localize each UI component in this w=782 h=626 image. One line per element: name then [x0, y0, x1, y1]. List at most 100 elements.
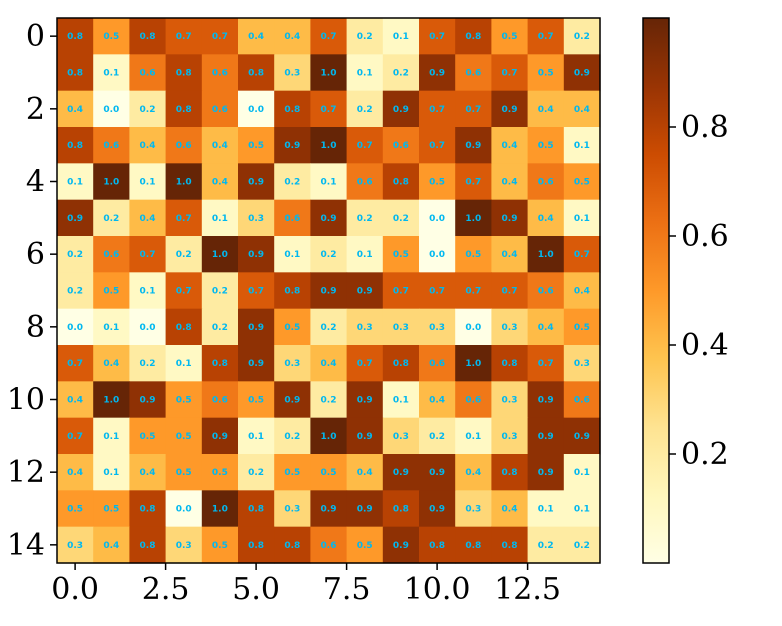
heatmap-cell-r2-c7: [310, 90, 348, 128]
heatmap-cell-r13-c13: [527, 490, 565, 528]
cell-value-label-r11-c3: 0.5: [176, 432, 192, 442]
heatmap-cell-r5-c6: [274, 199, 311, 237]
cell-value-label-r5-c3: 0.7: [176, 214, 192, 224]
heatmap-cell-r13-c4: [201, 490, 239, 528]
cell-value-label-r12-c12: 0.8: [502, 468, 518, 478]
heatmap-cell-r4-c13: [527, 163, 565, 201]
cell-value-label-r8-c9: 0.3: [393, 323, 409, 333]
heatmap-cell-r5-c7: [310, 199, 348, 237]
cell-value-label-r12-c6: 0.5: [284, 468, 300, 478]
cell-value-label-r9-c10: 0.6: [429, 359, 445, 369]
cell-value-label-r8-c13: 0.4: [538, 323, 554, 333]
heatmap-cell-r10-c11: [455, 381, 492, 419]
heatmap-cell-r14-c0: [57, 526, 94, 564]
cell-value-label-r5-c10: 0.0: [429, 214, 445, 224]
heatmap-cell-r14-c1: [93, 526, 130, 564]
cell-value-label-r3-c11: 0.9: [465, 141, 481, 151]
heatmap-cell-r6-c3: [165, 236, 203, 273]
heatmap-cell-r6-c12: [491, 236, 529, 273]
heatmap-cell-r14-c14: [563, 526, 601, 564]
cell-value-label-r6-c3: 0.2: [176, 250, 192, 260]
cell-value-label-r6-c10: 0.0: [429, 250, 445, 260]
heatmap-cell-r11-c4: [201, 417, 239, 455]
heatmap-cell-r13-c1: [93, 490, 130, 528]
heatmap-cell-r9-c1: [93, 345, 130, 382]
cell-value-label-r0-c9: 0.1: [393, 32, 409, 42]
cell-value-label-r7-c10: 0.7: [429, 287, 445, 297]
cell-value-label-r2-c12: 0.9: [502, 105, 518, 115]
heatmap-cell-r14-c4: [201, 526, 239, 564]
cell-value-label-r6-c0: 0.2: [67, 250, 83, 260]
cell-value-label-r5-c0: 0.9: [67, 214, 83, 224]
heatmap-cell-r6-c7: [310, 236, 348, 273]
y-tick-label-4: 8: [26, 310, 45, 345]
cell-value-label-r1-c11: 0.6: [465, 69, 481, 79]
cell-value-label-r9-c12: 0.8: [502, 359, 518, 369]
heatmap-cell-r5-c10: [419, 199, 456, 237]
cell-value-label-r7-c14: 0.4: [574, 287, 590, 297]
cell-value-label-r12-c2: 0.4: [140, 468, 156, 478]
heatmap-cell-r11-c3: [165, 417, 203, 455]
heatmap-cell-r4-c5: [238, 163, 275, 201]
cell-value-label-r9-c5: 0.9: [248, 359, 264, 369]
cell-value-label-r13-c14: 0.1: [574, 505, 590, 515]
heatmap-cell-r6-c9: [382, 236, 420, 273]
cell-value-label-r12-c9: 0.9: [393, 468, 409, 478]
heatmap-cell-r2-c1: [93, 90, 130, 128]
cell-value-label-r2-c9: 0.9: [393, 105, 409, 115]
cell-value-label-r13-c10: 0.9: [429, 505, 445, 515]
cell-value-label-r4-c6: 0.2: [284, 178, 300, 188]
x-tick-label-4: 10.0: [404, 572, 471, 607]
cell-value-label-r13-c6: 0.3: [284, 505, 300, 515]
y-tick-label-0: 0: [26, 19, 45, 54]
heatmap-cell-r4-c14: [563, 163, 601, 201]
heatmap-cell-r0-c0: [57, 18, 94, 55]
cell-value-label-r9-c8: 0.7: [357, 359, 373, 369]
cell-value-label-r2-c1: 0.0: [103, 105, 119, 115]
heatmap-cell-r6-c14: [563, 236, 601, 273]
heatmap-cell-r1-c9: [382, 54, 420, 92]
heatmap-cell-r7-c4: [201, 272, 239, 310]
cell-value-label-r13-c1: 0.5: [103, 505, 119, 515]
cell-value-label-r5-c8: 0.2: [357, 214, 373, 224]
cell-value-label-r7-c13: 0.6: [538, 287, 554, 297]
cell-value-label-r7-c0: 0.2: [67, 287, 83, 297]
cell-value-label-r12-c1: 0.1: [103, 468, 119, 478]
heatmap-cell-r7-c13: [527, 272, 565, 310]
cell-value-label-r12-c14: 0.1: [574, 468, 590, 478]
heatmap-cell-r7-c8: [346, 272, 384, 310]
cell-value-label-r14-c11: 0.8: [465, 541, 481, 551]
heatmap-cell-r12-c2: [129, 454, 167, 491]
heatmap-cell-r10-c6: [274, 381, 311, 419]
heatmap-cell-r2-c9: [382, 90, 420, 128]
heatmap-cell-r9-c11: [455, 345, 492, 382]
cell-value-label-r0-c3: 0.7: [176, 32, 192, 42]
heatmap-cell-r4-c8: [346, 163, 384, 201]
heatmap-cell-r9-c14: [563, 345, 601, 382]
heatmap-cell-r0-c8: [346, 18, 384, 55]
heatmap-cell-r14-c12: [491, 526, 529, 564]
cell-value-label-r13-c0: 0.5: [67, 505, 83, 515]
cell-value-label-r12-c7: 0.5: [321, 468, 337, 478]
heatmap-cell-r4-c4: [201, 163, 239, 201]
heatmap-cell-r11-c7: [310, 417, 348, 455]
cell-value-label-r5-c6: 0.6: [284, 214, 300, 224]
heatmap-cell-r5-c4: [201, 199, 239, 237]
heatmap-cell-r11-c8: [346, 417, 384, 455]
cell-value-label-r4-c8: 0.6: [357, 178, 373, 188]
heatmap-cell-r12-c1: [93, 454, 130, 491]
heatmap-cell-r4-c1: [93, 163, 130, 201]
heatmap-cell-r13-c2: [129, 490, 167, 528]
heatmap-cell-r5-c3: [165, 199, 203, 237]
cell-value-label-r7-c7: 0.9: [321, 287, 337, 297]
cell-value-label-r8-c7: 0.2: [321, 323, 337, 333]
cell-value-label-r0-c12: 0.5: [502, 32, 518, 42]
cell-value-label-r11-c9: 0.3: [393, 432, 409, 442]
cell-value-label-r5-c12: 0.9: [502, 214, 518, 224]
heatmap-cell-r6-c5: [238, 236, 275, 273]
heatmap-cell-r11-c0: [57, 417, 94, 455]
cell-value-label-r10-c0: 0.4: [67, 396, 83, 406]
cell-value-label-r14-c7: 0.6: [321, 541, 337, 551]
cell-value-label-r10-c6: 0.9: [284, 396, 300, 406]
cell-value-label-r4-c11: 0.7: [465, 178, 481, 188]
